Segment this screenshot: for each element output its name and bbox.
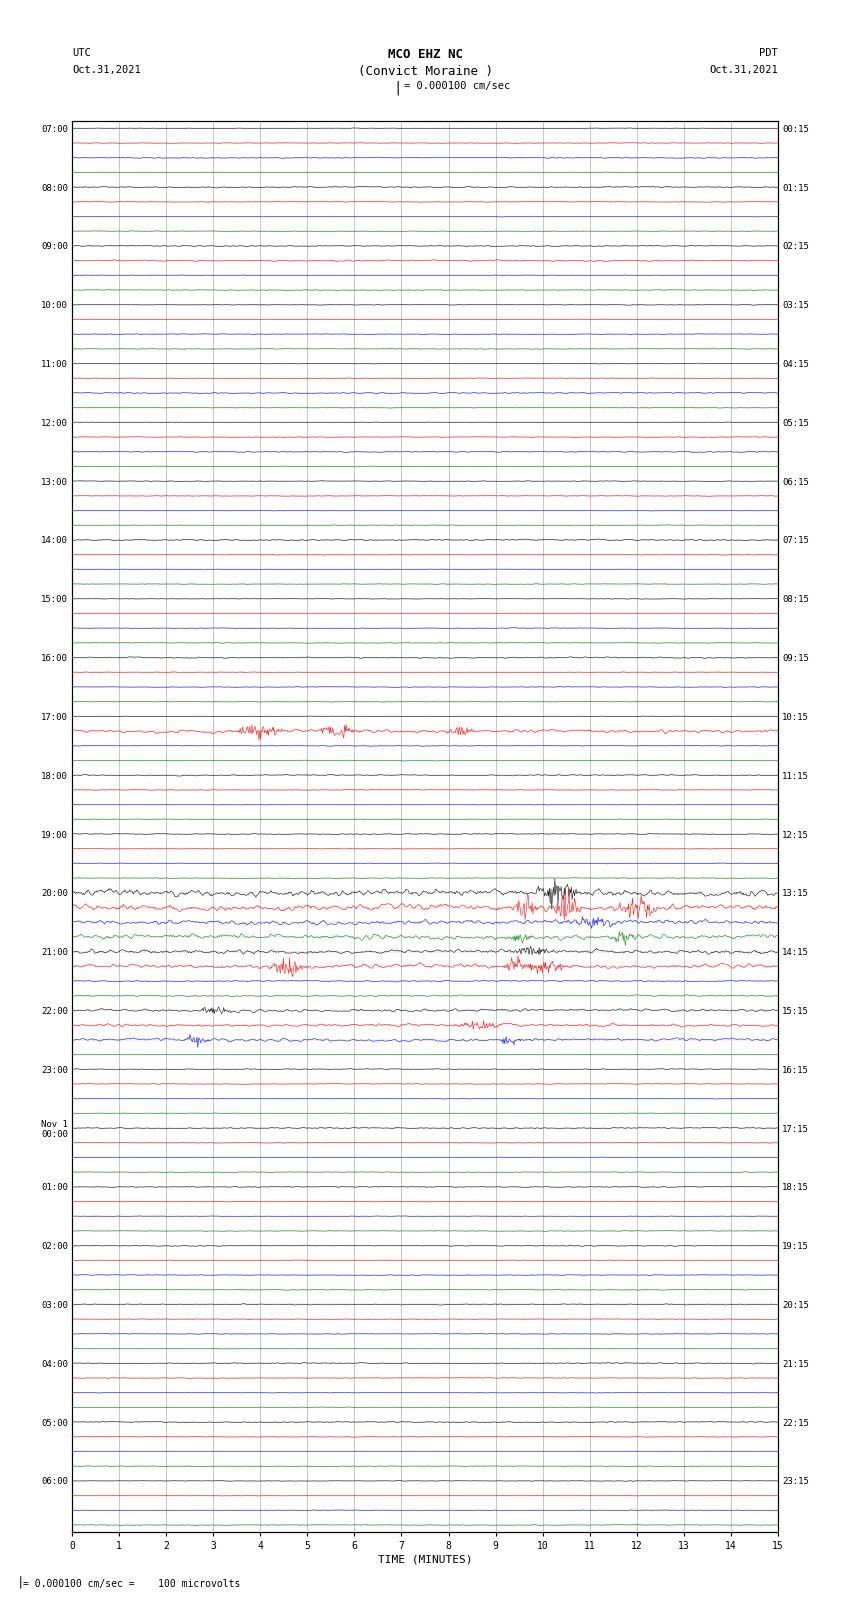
Text: Oct.31,2021: Oct.31,2021	[709, 65, 778, 74]
Text: UTC: UTC	[72, 48, 91, 58]
Text: = 0.000100 cm/sec: = 0.000100 cm/sec	[404, 81, 510, 90]
Text: Oct.31,2021: Oct.31,2021	[72, 65, 141, 74]
X-axis label: TIME (MINUTES): TIME (MINUTES)	[377, 1555, 473, 1565]
Text: |: |	[394, 81, 402, 95]
Text: |: |	[17, 1576, 25, 1589]
Text: (Convict Moraine ): (Convict Moraine )	[358, 65, 492, 77]
Text: MCO EHZ NC: MCO EHZ NC	[388, 48, 462, 61]
Text: PDT: PDT	[759, 48, 778, 58]
Text: = 0.000100 cm/sec =    100 microvolts: = 0.000100 cm/sec = 100 microvolts	[23, 1579, 241, 1589]
